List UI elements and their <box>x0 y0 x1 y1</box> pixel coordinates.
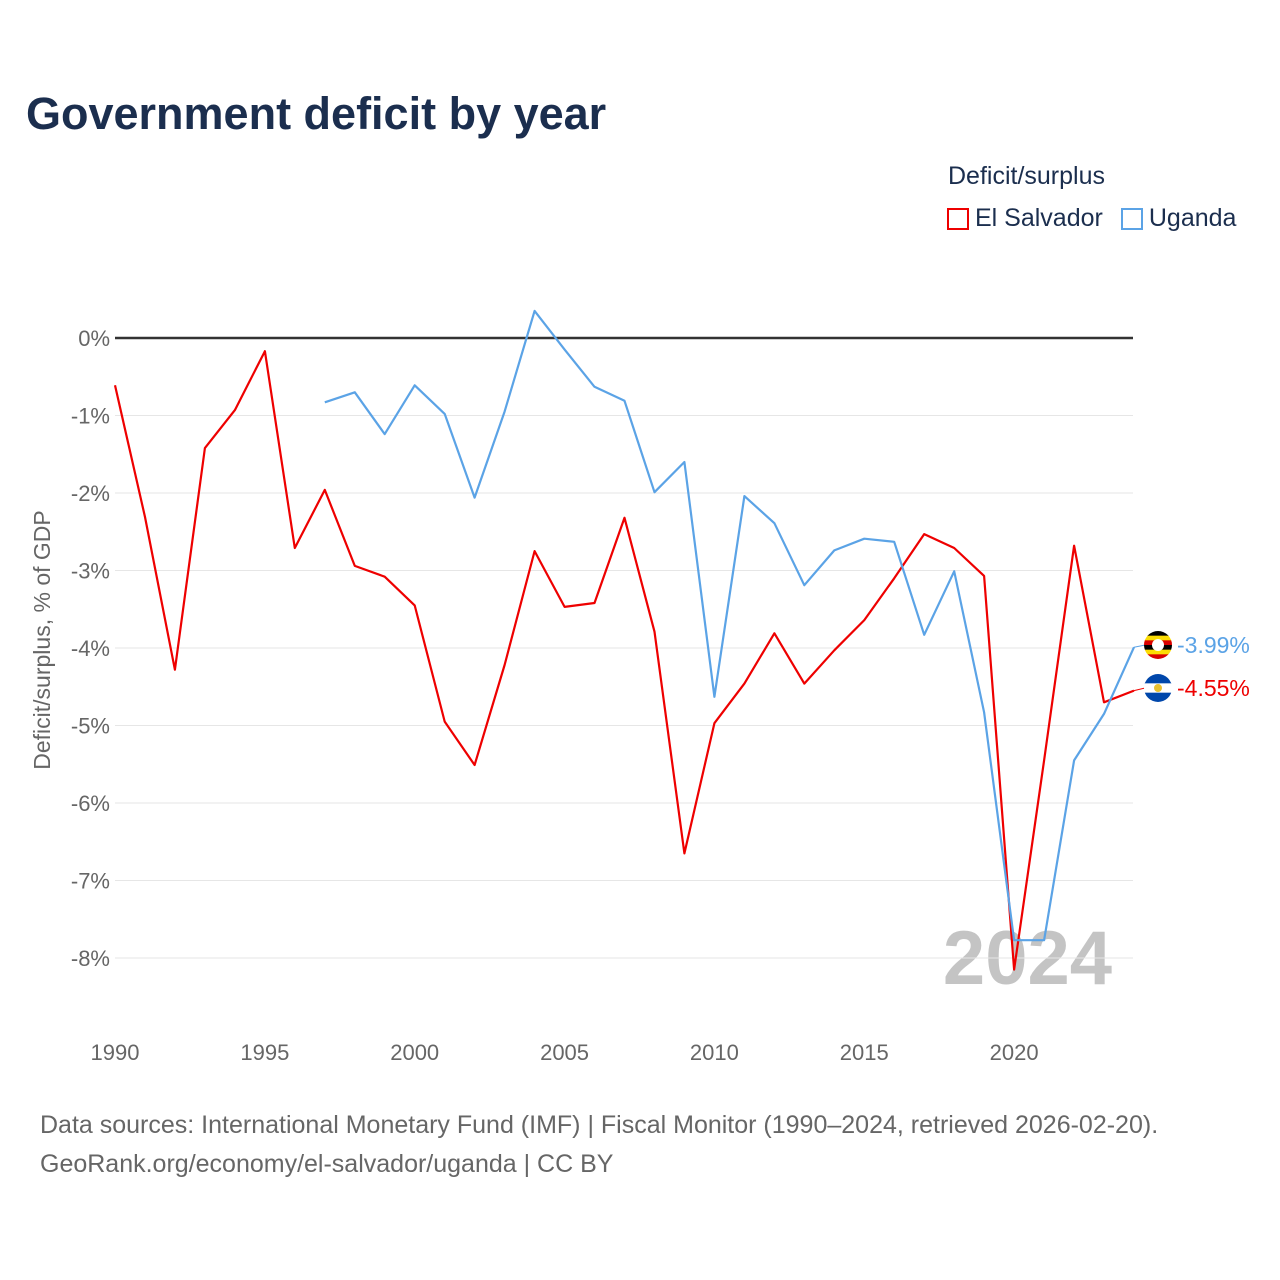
y-tick-label: 0% <box>78 326 110 351</box>
x-tick-label: 2000 <box>390 1040 439 1065</box>
source-line-1: Data sources: International Monetary Fun… <box>40 1111 1159 1139</box>
source-note: Data sources: International Monetary Fun… <box>40 1106 1158 1184</box>
legend-label: El Salvador <box>975 204 1103 232</box>
y-tick-label: -6% <box>71 791 110 816</box>
legend-title: Deficit/surplus <box>948 162 1105 190</box>
series-line-uganda <box>324 309 1136 942</box>
y-tick-label: -1% <box>71 404 110 429</box>
legend-swatch-el-salvador <box>947 207 969 230</box>
end-value-label-el-salvador: -4.55% <box>1177 675 1250 701</box>
uganda-flag-icon <box>1144 631 1172 659</box>
y-tick-label: -4% <box>71 636 110 661</box>
series-line-el-salvador <box>113 350 1135 971</box>
end-label-connector <box>1133 687 1146 692</box>
x-tick-label: 1995 <box>240 1040 289 1065</box>
legend-swatch-uganda <box>1120 207 1143 230</box>
end-label-connector <box>1133 644 1146 648</box>
y-tick-label: -8% <box>71 946 110 971</box>
legend-label: Uganda <box>1148 204 1237 232</box>
x-tick-label: 2015 <box>840 1040 889 1065</box>
legend-item-el-salvador[interactable]: El Salvador <box>947 204 1103 233</box>
y-tick-label: -5% <box>71 714 110 739</box>
x-tick-label: 2010 <box>690 1040 739 1065</box>
x-tick-label: 2020 <box>990 1040 1039 1065</box>
chart-title: Government deficit by year <box>26 88 607 139</box>
end-value-label-uganda: -3.99% <box>1177 632 1250 658</box>
y-tick-label: -2% <box>71 481 110 506</box>
source-line-2[interactable]: GeoRank.org/economy/el-salvador/uganda |… <box>40 1150 614 1178</box>
y-tick-label: -3% <box>71 559 110 584</box>
x-tick-label: 1990 <box>91 1040 140 1065</box>
el-salvador-flag-icon <box>1144 674 1172 702</box>
legend: El Salvador Uganda <box>947 204 1236 233</box>
x-tick-label: 2005 <box>540 1040 589 1065</box>
y-tick-label: -7% <box>71 869 110 894</box>
y-axis-label: Deficit/surplus, % of GDP <box>29 510 55 769</box>
legend-item-uganda[interactable]: Uganda <box>1120 204 1237 233</box>
